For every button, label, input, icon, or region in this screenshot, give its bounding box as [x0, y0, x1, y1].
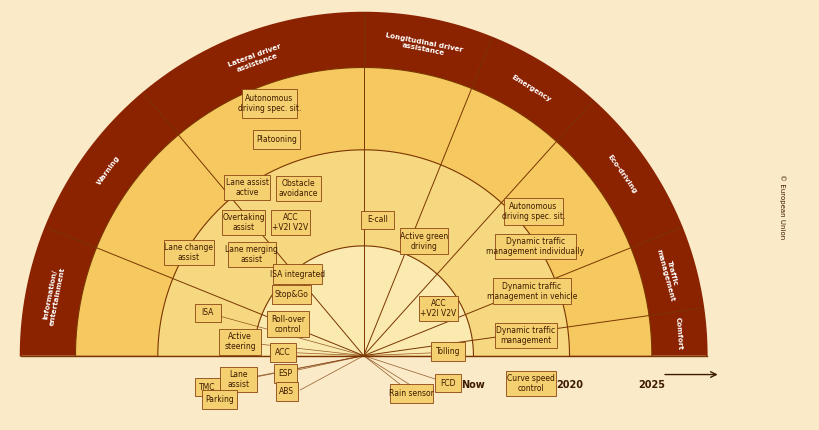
Text: Parking: Parking: [206, 395, 234, 404]
Text: Lane merging
assist: Lane merging assist: [225, 245, 278, 264]
FancyBboxPatch shape: [195, 378, 220, 396]
Text: Dynamic traffic
management: Dynamic traffic management: [496, 326, 555, 345]
Text: E-call: E-call: [367, 215, 388, 224]
Text: ISA integrated: ISA integrated: [270, 270, 325, 279]
FancyBboxPatch shape: [400, 228, 448, 254]
Text: ACC: ACC: [275, 348, 291, 357]
Text: Active green
driving: Active green driving: [400, 231, 448, 251]
FancyBboxPatch shape: [201, 390, 238, 409]
Text: Autonomous
driving spec. sit.: Autonomous driving spec. sit.: [238, 94, 301, 113]
FancyBboxPatch shape: [274, 364, 296, 383]
FancyBboxPatch shape: [267, 311, 310, 337]
FancyBboxPatch shape: [253, 129, 300, 150]
Text: Dynamic traffic
management individually: Dynamic traffic management individually: [486, 237, 584, 256]
FancyBboxPatch shape: [435, 374, 461, 393]
Text: Curve speed
control: Curve speed control: [507, 374, 555, 393]
Text: Now: Now: [462, 380, 486, 390]
FancyBboxPatch shape: [504, 198, 563, 225]
FancyBboxPatch shape: [228, 242, 276, 267]
Text: Rain sensor: Rain sensor: [389, 389, 434, 398]
Text: Information/
entertainment: Information/ entertainment: [42, 265, 66, 326]
FancyBboxPatch shape: [431, 342, 464, 361]
Text: Comfort: Comfort: [674, 317, 683, 350]
Text: Platooning: Platooning: [256, 135, 296, 144]
Text: Roll-over
control: Roll-over control: [271, 315, 305, 334]
FancyBboxPatch shape: [506, 371, 556, 396]
Text: Eco-driving: Eco-driving: [607, 154, 638, 195]
Text: TMC: TMC: [199, 383, 216, 392]
FancyBboxPatch shape: [273, 286, 311, 304]
Text: Obstacle
avoidance: Obstacle avoidance: [278, 179, 318, 198]
Text: ISA: ISA: [201, 308, 214, 317]
FancyBboxPatch shape: [275, 382, 298, 401]
Text: © European Union: © European Union: [779, 174, 785, 239]
FancyBboxPatch shape: [495, 234, 576, 259]
Text: Dynamic traffic
management in vehicle: Dynamic traffic management in vehicle: [486, 282, 577, 301]
FancyBboxPatch shape: [270, 343, 296, 362]
FancyBboxPatch shape: [220, 367, 256, 393]
Text: Autonomous
driving spec. sit.: Autonomous driving spec. sit.: [502, 202, 565, 221]
FancyBboxPatch shape: [195, 304, 220, 322]
FancyBboxPatch shape: [275, 175, 322, 201]
FancyBboxPatch shape: [164, 240, 214, 265]
FancyBboxPatch shape: [219, 329, 261, 355]
Text: 2025: 2025: [638, 380, 665, 390]
FancyBboxPatch shape: [242, 89, 297, 118]
Text: Lane change
assist: Lane change assist: [164, 243, 213, 262]
FancyBboxPatch shape: [224, 175, 270, 200]
FancyBboxPatch shape: [419, 296, 459, 321]
Text: Lateral driver
assistance: Lateral driver assistance: [227, 43, 284, 75]
Text: Active
steering: Active steering: [224, 332, 256, 351]
Text: Lane assist
active: Lane assist active: [225, 178, 269, 197]
Text: ACC
+V2I V2V: ACC +V2I V2V: [272, 213, 309, 232]
FancyBboxPatch shape: [273, 264, 322, 284]
Text: ESP: ESP: [278, 369, 292, 378]
FancyBboxPatch shape: [391, 384, 433, 402]
Text: Tolling: Tolling: [436, 347, 460, 356]
Text: Emergency: Emergency: [510, 74, 552, 102]
Text: FCD: FCD: [440, 379, 455, 387]
Text: ACC
+V2I V2V: ACC +V2I V2V: [420, 299, 457, 318]
FancyBboxPatch shape: [493, 279, 571, 304]
Polygon shape: [20, 12, 707, 356]
Text: Longitudinal driver
assistance: Longitudinal driver assistance: [384, 32, 464, 60]
FancyBboxPatch shape: [495, 323, 557, 348]
FancyBboxPatch shape: [222, 210, 265, 235]
Text: 2020: 2020: [556, 380, 583, 390]
Text: Warning: Warning: [96, 154, 121, 186]
Polygon shape: [75, 68, 652, 356]
Text: Traffic
management: Traffic management: [655, 246, 682, 302]
Polygon shape: [254, 246, 473, 356]
FancyBboxPatch shape: [271, 210, 310, 235]
Text: Stop&Go: Stop&Go: [274, 290, 309, 299]
Text: ABS: ABS: [279, 387, 294, 396]
Text: Overtaking
assist: Overtaking assist: [222, 213, 265, 232]
FancyBboxPatch shape: [361, 211, 394, 229]
Polygon shape: [158, 150, 569, 356]
Text: Lane
assist: Lane assist: [228, 370, 250, 389]
